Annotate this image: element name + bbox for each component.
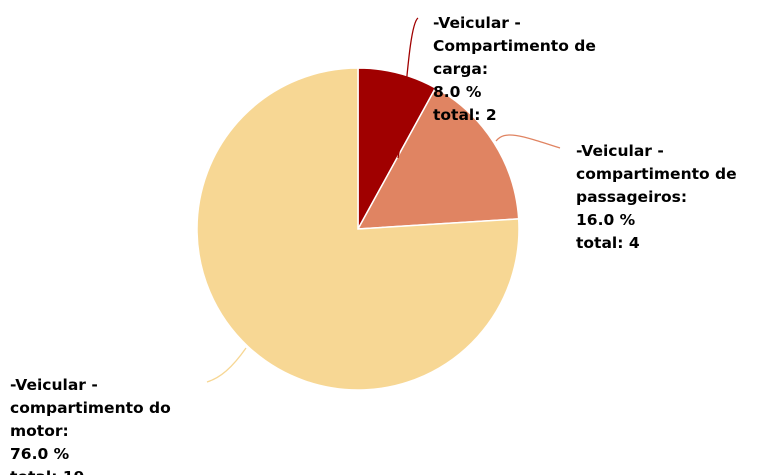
leader-line (397, 17, 419, 159)
count-labels: total: 4 (576, 234, 640, 252)
categories: -Veicular - Compartimento de carga: (433, 14, 596, 78)
count-labels: total: 19 (10, 466, 200, 475)
pie-slice (196, 67, 520, 391)
pie-slice (356, 86, 520, 230)
slice-label: -Veicular - Compartimento de carga: 8.0 %… (433, 12, 623, 127)
leader-line (495, 134, 561, 149)
slice-label: -Veicular - compartimento de passageiros… (576, 140, 757, 255)
count-labels: total: 2 (433, 106, 497, 124)
leader-line (206, 347, 247, 383)
categories: -Veicular - compartimento do motor: (10, 376, 171, 440)
value-labels: 8.0 % (433, 83, 482, 101)
slice-label: -Veicular - compartimento do motor: 76.0 … (10, 374, 200, 475)
categories: -Veicular - compartimento de passageiros… (576, 142, 737, 206)
value-labels: 76.0 % (10, 445, 70, 463)
value-labels: 16.0 % (576, 211, 636, 229)
